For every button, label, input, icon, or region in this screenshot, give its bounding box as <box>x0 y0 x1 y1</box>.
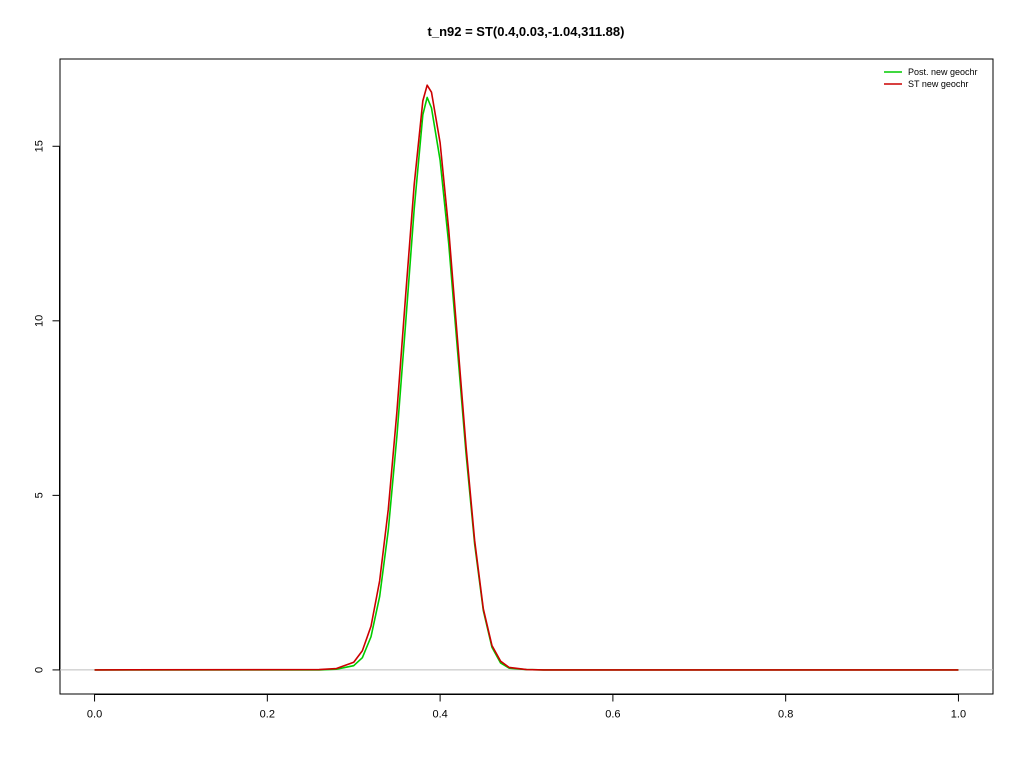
x-tick-label: 0.4 <box>432 709 447 721</box>
x-tick-label: 1.0 <box>951 709 966 721</box>
x-tick-label: 0.2 <box>260 709 275 721</box>
x-tick-label: 0.8 <box>778 709 793 721</box>
x-tick-label: 0.6 <box>605 709 620 721</box>
legend-label: ST new geochr <box>908 79 968 89</box>
y-tick-label: 10 <box>33 315 45 327</box>
legend: Post. new geochr ST new geochr <box>884 67 978 89</box>
y-tick-label: 5 <box>33 492 45 498</box>
x-tick-label: 0.0 <box>87 709 102 721</box>
plot-frame <box>59 58 994 695</box>
y-axis: 0 5 10 15 <box>33 140 60 673</box>
x-axis: 0.0 0.2 0.4 0.6 0.8 1.0 <box>87 694 966 721</box>
series-line-post-new-geochr <box>94 96 959 671</box>
y-tick-label: 15 <box>33 140 45 152</box>
series-layer <box>94 84 959 671</box>
legend-label: Post. new geochr <box>908 67 978 77</box>
chart-title: t_n92 = ST(0.4,0.03,-1.04,311.88) <box>428 24 625 39</box>
y-tick-label: 0 <box>33 667 45 673</box>
series-line-st-new-geochr <box>94 84 959 671</box>
